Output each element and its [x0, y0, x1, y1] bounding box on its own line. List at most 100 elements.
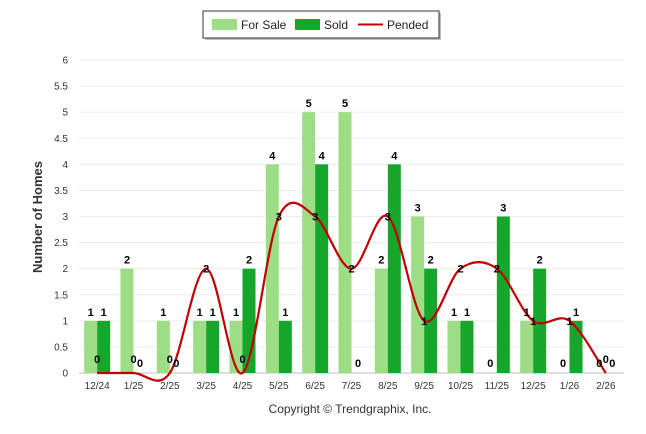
y-tick-label: 2: [62, 264, 68, 275]
data-label-pended: 0: [603, 354, 609, 366]
bar-for-sale: [84, 320, 98, 373]
data-label-for-sale: 1: [160, 307, 166, 319]
bar-sold: [387, 164, 401, 373]
legend-box: [202, 10, 440, 39]
data-label-sold: 0: [609, 358, 615, 370]
data-label-sold: 1: [101, 307, 107, 319]
legend-swatch-sold: [295, 19, 320, 30]
data-label-pended: 2: [203, 264, 209, 276]
data-label-for-sale: 4: [269, 150, 276, 162]
x-tick-label: 3/25: [196, 381, 216, 392]
bar-for-sale: [520, 320, 534, 373]
y-tick-label: 6: [62, 56, 68, 67]
bar-sold: [496, 216, 510, 373]
bar-for-sale: [120, 268, 134, 373]
data-label-pended: 2: [494, 264, 500, 276]
data-label-for-sale: 5: [342, 98, 348, 110]
bar-for-sale: [447, 320, 461, 373]
y-axis-label: Number of Homes: [30, 161, 45, 273]
y-tick-label: 3.5: [54, 186, 68, 197]
y-tick-label: 2.5: [54, 238, 68, 249]
bar-sold: [460, 320, 474, 373]
x-tick-label: 2/25: [160, 381, 180, 392]
data-label-sold: 0: [355, 358, 361, 370]
data-label-for-sale: 2: [378, 255, 384, 267]
data-label-for-sale: 0: [560, 358, 566, 370]
data-label-pended: 0: [167, 354, 173, 366]
bar-sold: [533, 268, 547, 373]
y-tick-label: 0: [62, 369, 68, 380]
bar-for-sale: [302, 112, 316, 374]
y-tick-label: 4.5: [54, 134, 68, 145]
data-label-sold: 2: [246, 255, 252, 267]
legend: For Sale Sold Pended: [202, 10, 441, 40]
data-label-pended: 1: [530, 316, 536, 328]
x-tick-label: 2/26: [596, 381, 616, 392]
data-label-sold: 2: [428, 255, 434, 267]
y-tick-label: 1: [62, 316, 68, 327]
legend-label-for-sale: For Sale: [241, 18, 287, 32]
data-label-for-sale: 0: [596, 358, 602, 370]
data-label-pended: 3: [276, 212, 282, 224]
data-label-sold: 4: [391, 150, 398, 162]
data-label-for-sale: 1: [524, 307, 530, 319]
bar-for-sale: [156, 320, 170, 373]
x-tick-label: 1/25: [124, 381, 144, 392]
bar-for-sale: [411, 216, 425, 373]
x-tick-label: 4/25: [233, 381, 253, 392]
x-tick-label: 12/24: [85, 381, 110, 392]
x-tick-label: 7/25: [342, 381, 362, 392]
y-tick-label: 0.5: [54, 342, 68, 353]
legend-label-sold: Sold: [324, 18, 348, 32]
data-label-pended: 0: [130, 354, 136, 366]
bar-sold: [569, 320, 583, 373]
data-label-pended: 0: [239, 354, 245, 366]
bar-for-sale: [193, 320, 207, 373]
axis-layer: 0 0.5 1 1.5 2 2.5 3 3.5 4 4.5 5 5.5 6 12/24 1/25 2/25 3/…: [54, 56, 616, 393]
x-tick-label: 1/26: [560, 381, 580, 392]
bar-for-sale: [374, 268, 388, 373]
data-label-pended: 2: [348, 264, 354, 276]
line-pended: [97, 201, 607, 382]
data-label-sold: 0: [137, 358, 143, 370]
line-layer: [97, 201, 607, 382]
data-label-pended: 1: [566, 316, 572, 328]
copyright-footer: Copyright © Trendgraphix, Inc.: [269, 402, 432, 416]
data-label-sold: 4: [319, 150, 326, 162]
legend-label-pended: Pended: [387, 18, 428, 32]
data-label-pended: 3: [312, 212, 318, 224]
data-label-sold: 2: [537, 255, 543, 267]
data-label-for-sale: 1: [88, 307, 94, 319]
data-label-for-sale: 3: [415, 203, 421, 215]
x-tick-label: 8/25: [378, 381, 398, 392]
data-label-for-sale: 2: [124, 255, 130, 267]
data-label-sold: 0: [173, 358, 179, 370]
data-label-pended: 0: [94, 354, 100, 366]
data-label-for-sale: 1: [197, 307, 203, 319]
y-tick-label: 5: [62, 108, 68, 119]
data-label-for-sale: 0: [487, 358, 493, 370]
data-label-pended: 2: [457, 264, 463, 276]
x-tick-label: 6/25: [305, 381, 325, 392]
x-tick-label: 12/25: [521, 381, 546, 392]
bar-for-sale: [338, 112, 352, 374]
data-label-pended: 1: [421, 316, 427, 328]
bar-for-sale: [265, 164, 279, 373]
y-tick-label: 3: [62, 212, 68, 223]
x-tick-label: 11/25: [485, 381, 510, 392]
data-label-for-sale: 5: [306, 98, 312, 110]
bar-sold: [315, 164, 329, 373]
bar-sold: [206, 320, 220, 373]
data-label-sold: 1: [282, 307, 288, 319]
data-label-for-sale: 1: [233, 307, 239, 319]
data-label-for-sale: 1: [451, 307, 457, 319]
y-tick-label: 5.5: [54, 82, 68, 93]
bar-sold: [278, 320, 292, 373]
data-label-sold: 1: [210, 307, 216, 319]
data-label-pended: 3: [385, 212, 391, 224]
data-label-sold: 3: [500, 203, 506, 215]
x-tick-label: 5/25: [269, 381, 289, 392]
